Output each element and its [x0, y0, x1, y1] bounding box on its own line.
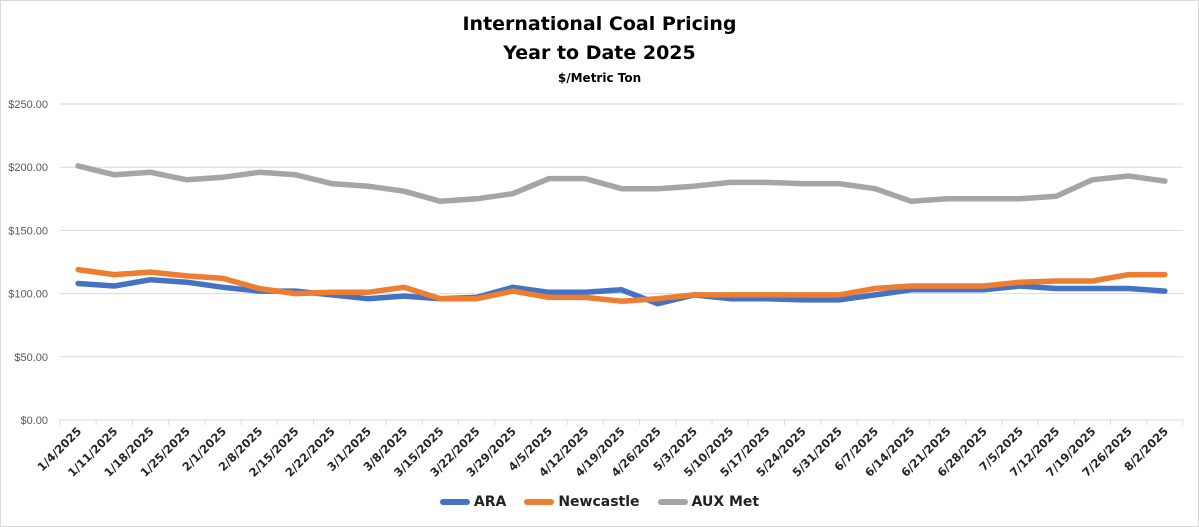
legend-item-newcastle: Newcastle [524, 494, 640, 510]
legend-swatch [657, 499, 688, 505]
chart-units-label: $/Metric Ton [557, 71, 642, 85]
legend-label: AUX Met [691, 494, 760, 510]
series-line-aux-met [75, 163, 1168, 205]
series-line-newcastle [75, 266, 1168, 304]
y-tick-label: $200.00 [8, 162, 48, 174]
legend-swatch [439, 499, 470, 505]
chart-subtitle: Year to Date 2025 [503, 42, 696, 64]
legend-item-aux-met: AUX Met [657, 494, 760, 510]
legend-label: ARA [473, 494, 507, 510]
legend-swatch [524, 499, 555, 505]
y-tick-label: $100.00 [8, 289, 48, 301]
legend-item-ara: ARA [439, 494, 507, 510]
y-tick-label: $150.00 [8, 225, 48, 237]
y-tick-label: $50.00 [14, 352, 48, 364]
y-tick-label: $250.00 [8, 99, 48, 111]
y-tick-label: $0.00 [20, 415, 48, 427]
chart-title: International Coal Pricing [462, 13, 737, 35]
legend-label: Newcastle [558, 494, 640, 510]
chart-legend: ARA Newcastle AUX Met [0, 494, 1199, 510]
